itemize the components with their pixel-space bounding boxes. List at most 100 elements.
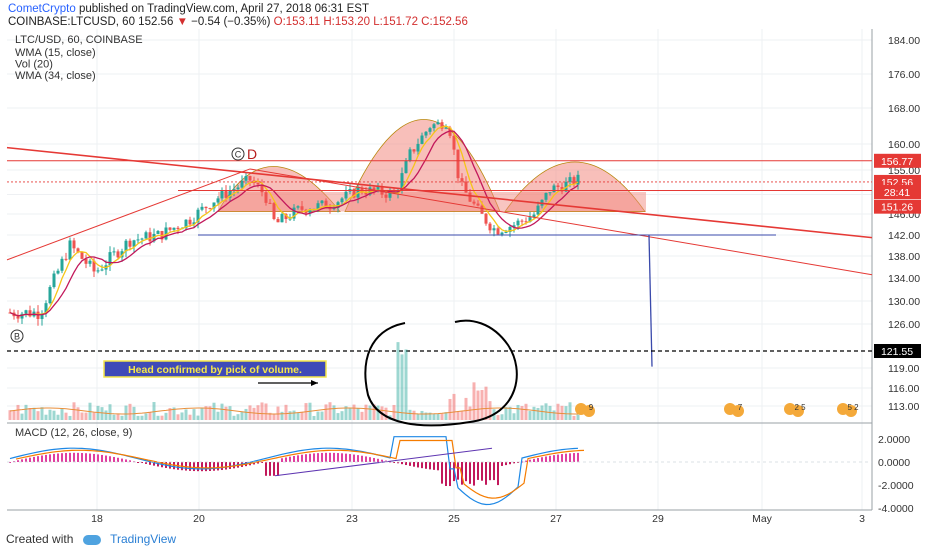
candle-body bbox=[192, 222, 196, 225]
macd-hist-bar bbox=[37, 456, 39, 462]
volume-bar bbox=[364, 404, 368, 420]
macd-hist-bar bbox=[505, 462, 507, 466]
author-link[interactable]: CometCrypto bbox=[8, 3, 76, 15]
volume-bar bbox=[468, 406, 472, 420]
candle-body bbox=[400, 173, 404, 192]
macd-divergence-line bbox=[274, 447, 493, 477]
candle-body bbox=[188, 219, 192, 225]
macd-hist-bar bbox=[289, 456, 291, 462]
macd-hist-bar bbox=[225, 462, 227, 470]
point-c-label: C bbox=[235, 150, 242, 160]
price-tick-label: 155.00 bbox=[888, 165, 920, 177]
macd-hist-bar bbox=[17, 460, 19, 462]
macd-hist-bar bbox=[193, 462, 195, 472]
candle-body bbox=[568, 177, 572, 182]
macd-hist-bar bbox=[293, 455, 295, 462]
macd-hist-bar bbox=[369, 457, 371, 462]
volume-bar bbox=[464, 397, 468, 420]
tradingview-link[interactable]: TradingView bbox=[110, 532, 177, 546]
macd-hist-bar bbox=[577, 452, 579, 462]
candle-body bbox=[156, 231, 160, 234]
price-tag-label: 151.26 bbox=[881, 202, 913, 214]
volume-bar bbox=[512, 413, 516, 420]
volume-bar bbox=[480, 390, 484, 420]
volume-bar bbox=[28, 407, 32, 420]
volume-bar bbox=[488, 401, 492, 420]
legend-item: WMA (15, close) bbox=[15, 47, 96, 59]
candle-body bbox=[20, 313, 24, 319]
candle-body bbox=[424, 131, 428, 136]
volume-bar bbox=[208, 406, 212, 420]
candle-body bbox=[76, 248, 80, 252]
volume-bar bbox=[192, 409, 196, 420]
macd-hist-bar bbox=[329, 452, 331, 462]
publish-line: CometCrypto published on TradingView.com… bbox=[8, 3, 369, 15]
volume-bar bbox=[236, 414, 240, 420]
candle-body bbox=[128, 240, 132, 247]
candle-body bbox=[536, 205, 540, 215]
candle-body bbox=[500, 232, 504, 235]
volume-bar bbox=[416, 413, 420, 420]
macd-hist-bar bbox=[285, 457, 287, 462]
price-tick-label: 130.00 bbox=[888, 296, 920, 308]
macd-hist-bar bbox=[325, 452, 327, 462]
volume-bar bbox=[412, 410, 416, 420]
macd-hist-bar bbox=[569, 453, 571, 462]
volume-bar bbox=[288, 411, 292, 420]
candle-body bbox=[448, 127, 452, 136]
volume-bar bbox=[176, 414, 180, 420]
macd-hist-bar bbox=[517, 462, 519, 463]
macd-hist-bar bbox=[201, 462, 203, 472]
event-flag-icon bbox=[845, 405, 857, 417]
volume-bar bbox=[344, 406, 348, 420]
time-tick-label: 20 bbox=[193, 513, 205, 525]
time-tick-label: 3 bbox=[859, 513, 865, 525]
candle-body bbox=[216, 198, 220, 203]
price-tick-label: 138.00 bbox=[888, 251, 920, 263]
annotation-arrow-head bbox=[311, 380, 318, 386]
annotation-text: Head confirmed by pick of volume. bbox=[128, 364, 302, 376]
candle-body bbox=[436, 122, 440, 125]
volume-bar bbox=[128, 403, 132, 420]
candle-body bbox=[92, 260, 96, 272]
macd-pane bbox=[7, 425, 872, 510]
price-tick-label: 126.00 bbox=[888, 319, 920, 331]
candle-body bbox=[56, 270, 60, 274]
price-tick-label: 176.00 bbox=[888, 69, 920, 81]
macd-hist-bar bbox=[101, 454, 103, 462]
volume-bar bbox=[108, 404, 112, 420]
candle-body bbox=[548, 192, 552, 194]
macd-hist-bar bbox=[341, 453, 343, 462]
time-tick-label: 27 bbox=[550, 513, 562, 525]
volume-bar bbox=[40, 407, 44, 420]
macd-histogram bbox=[9, 452, 579, 487]
macd-hist-bar bbox=[525, 460, 527, 462]
volume-bar bbox=[180, 412, 184, 420]
macd-hist-bar bbox=[113, 456, 115, 462]
macd-hist-bar bbox=[449, 462, 451, 487]
candle-body bbox=[552, 185, 556, 193]
volume-bar bbox=[232, 415, 236, 420]
candle-body bbox=[308, 210, 312, 214]
volume-bar bbox=[560, 405, 564, 420]
created-with-label: Created with bbox=[6, 532, 74, 546]
tradingview-logo-icon bbox=[82, 534, 101, 545]
volume-bar bbox=[432, 413, 436, 420]
macd-hist-bar bbox=[313, 453, 315, 462]
macd-hist-bar bbox=[537, 458, 539, 462]
target-projection bbox=[648, 234, 653, 367]
volume-bar bbox=[516, 404, 520, 420]
candle-body bbox=[236, 187, 240, 190]
candle-body bbox=[564, 181, 568, 192]
footer: Created with TradingView bbox=[6, 532, 176, 546]
volume-bar bbox=[520, 406, 524, 420]
macd-hist-bar bbox=[545, 456, 547, 462]
candle-body bbox=[524, 221, 528, 223]
volume-bar bbox=[100, 407, 104, 420]
candle-body bbox=[144, 232, 148, 239]
macd-legend: MACD (12, 26, close, 9) bbox=[15, 427, 132, 439]
macd-hist-bar bbox=[357, 455, 359, 462]
candle-body bbox=[244, 176, 248, 181]
event-flag-icon bbox=[732, 405, 744, 417]
